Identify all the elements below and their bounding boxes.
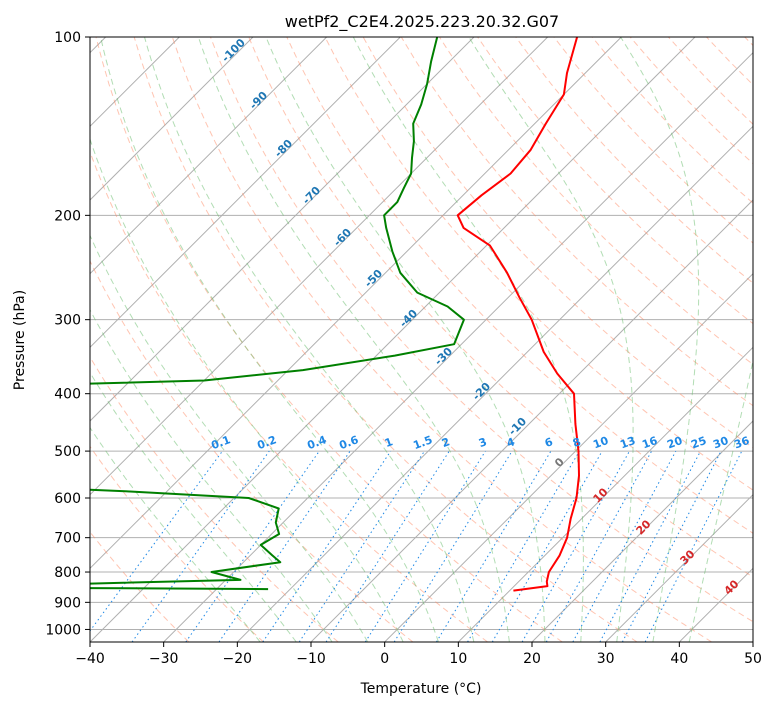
isotherm-line: [90, 37, 254, 201]
mixing-ratio-label: 0.2: [255, 433, 278, 452]
moist-adiabat-line: [144, 37, 475, 642]
y-tick-label: 700: [54, 531, 81, 547]
moist-adiabat-line: [688, 358, 753, 642]
x-tick-label: 30: [597, 651, 615, 667]
mixing-ratio-label: 3: [477, 435, 489, 450]
isotherm-line: [457, 346, 753, 642]
dry-adiabat-line: [515, 37, 753, 284]
x-tick-label: 20: [523, 651, 541, 667]
y-tick-label: 600: [54, 491, 81, 507]
mixing-ratio-label: 10: [591, 434, 610, 452]
isotherm-line: [605, 493, 753, 642]
mixing-ratio-line: [185, 450, 320, 642]
mixing-ratio-label: 0.1: [209, 433, 232, 452]
mixing-ratio-label: 30: [711, 434, 730, 452]
dry-adiabat-line: [171, 37, 712, 642]
moist-adiabat-line: [620, 37, 700, 642]
isotherm-line: [531, 420, 753, 642]
mixing-ratio-line: [521, 450, 630, 642]
x-tick-label: −10: [296, 651, 326, 667]
moist-adiabat-line: [197, 37, 510, 642]
isotherm-line: [90, 37, 696, 642]
dry-adiabat-line: [133, 37, 638, 642]
isotherm-line: [384, 272, 753, 642]
data-layer: [90, 37, 580, 592]
dewpoint-profile-line: [90, 37, 465, 591]
temperature-profile-line: [456, 37, 580, 592]
isotherm-line: [90, 37, 622, 570]
x-tick-label: 0: [380, 651, 389, 667]
y-tick-label: 100: [54, 30, 81, 46]
moist-adiabat-line: [265, 37, 546, 642]
isotherm-line: [90, 37, 475, 422]
mixing-ratio-label: 1: [383, 435, 395, 450]
x-tick-label: 40: [670, 651, 688, 667]
dry-adiabat-line: [324, 37, 753, 491]
grid-layer: [90, 37, 753, 642]
mixing-ratio-line: [435, 450, 552, 642]
mixing-ratio-label: 4: [505, 435, 517, 450]
y-tick-label: 900: [54, 595, 81, 611]
mixing-ratio-label: 25: [689, 434, 708, 451]
chart-title: wetPf2_C2E4.2025.223.20.32.G07: [285, 12, 559, 32]
mixing-ratio-line: [131, 450, 270, 642]
mixing-ratio-label: 2: [440, 435, 452, 450]
mixing-ratio-line: [364, 450, 486, 642]
moist-adiabat-line: [90, 426, 261, 642]
mixing-ratio-line: [467, 450, 580, 642]
mixing-ratio-label: 6: [543, 435, 555, 450]
y-tick-label: 400: [54, 387, 81, 403]
dry-adiabat-line: [210, 37, 753, 623]
x-tick-label: 50: [744, 651, 762, 667]
mixing-ratio-line: [545, 450, 653, 642]
y-axis-label: Pressure (hPa): [12, 290, 28, 390]
x-tick-label: 10: [449, 651, 467, 667]
mixing-ratio-line: [298, 450, 425, 642]
y-tick-label: 1000: [45, 622, 81, 638]
mixing-ratio-label: 16: [640, 434, 659, 452]
mixing-ratio-line: [491, 450, 603, 642]
mixing-ratio-line: [572, 450, 677, 642]
x-tick-label: −30: [149, 651, 179, 667]
x-tick-label: −40: [75, 651, 105, 667]
mixing-ratio-label: 20: [665, 434, 684, 452]
dry-adiabat-line: [286, 37, 753, 534]
moist-adiabat-line: [90, 308, 333, 642]
y-tick-label: 300: [54, 313, 81, 329]
moist-adiabat-line: [90, 137, 404, 642]
mixing-ratio-label: 36: [732, 434, 751, 452]
axis-layer: −40 −30 −20 −10 0 10 20 30 40 5010020030040050060…: [45, 30, 762, 667]
plot-frame: [89, 36, 754, 643]
dry-adiabat-line: [90, 259, 414, 642]
dry-adiabat-line: [248, 37, 753, 578]
dry-adiabat-line: [95, 37, 563, 642]
isotherm-line: [163, 51, 753, 642]
mixing-ratio-label: 0.6: [337, 433, 360, 452]
mixing-ratio-line: [393, 450, 513, 642]
x-axis-label: Temperature (°C): [360, 681, 482, 697]
y-tick-label: 800: [54, 565, 81, 581]
mixing-ratio-label: 13: [618, 434, 637, 451]
dry-adiabat-line: [90, 445, 264, 642]
isotherm-line: [90, 37, 401, 349]
mixing-ratio-label: 8: [571, 435, 583, 450]
moist-adiabat-line: [90, 234, 369, 642]
moist-adiabat-line: [100, 37, 439, 642]
isotherm-line: [90, 37, 328, 275]
moist-adiabat-line: [90, 371, 297, 642]
isotherm-line: [90, 37, 549, 496]
y-tick-label: 500: [54, 444, 81, 460]
mixing-ratio-line: [325, 450, 450, 642]
y-tick-label: 200: [54, 208, 81, 224]
mixing-ratio-label: 0.4: [305, 433, 328, 452]
mixing-ratio-label: 1.5: [411, 433, 434, 452]
x-tick-label: −20: [223, 651, 253, 667]
